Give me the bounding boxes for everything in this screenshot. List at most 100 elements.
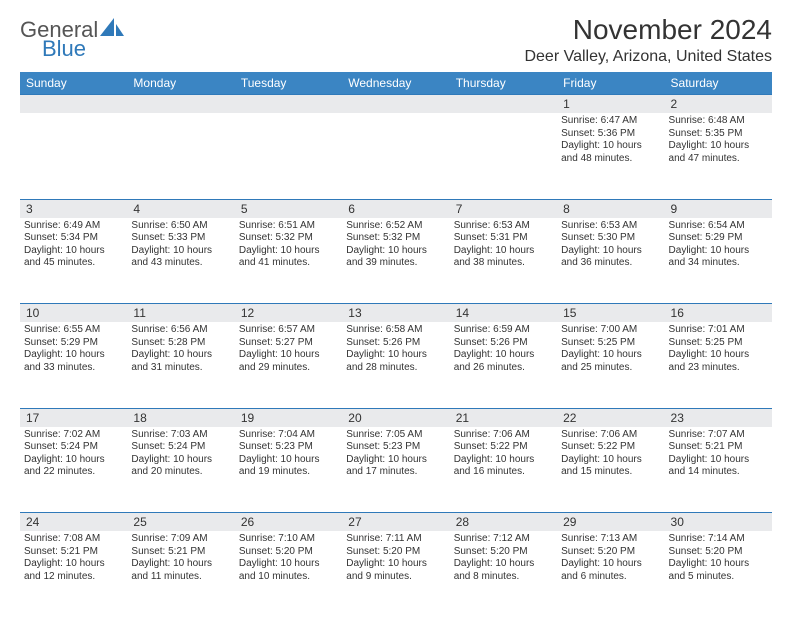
day-cell: Sunrise: 7:08 AMSunset: 5:21 PMDaylight:… xyxy=(20,531,127,617)
day2-text: and 20 minutes. xyxy=(131,466,230,479)
sunrise-text: Sunrise: 6:53 AM xyxy=(561,220,660,233)
day-cell: Sunrise: 7:13 AMSunset: 5:20 PMDaylight:… xyxy=(557,531,664,617)
sunset-text: Sunset: 5:27 PM xyxy=(239,337,338,350)
sunset-text: Sunset: 5:24 PM xyxy=(24,441,123,454)
sunrise-text: Sunrise: 6:54 AM xyxy=(669,220,768,233)
daynum-row: 24252627282930 xyxy=(20,513,772,532)
sunrise-text: Sunrise: 6:55 AM xyxy=(24,324,123,337)
sunrise-text: Sunrise: 7:06 AM xyxy=(561,429,660,442)
day2-text: and 16 minutes. xyxy=(454,466,553,479)
day-cell: Sunrise: 6:55 AMSunset: 5:29 PMDaylight:… xyxy=(20,322,127,408)
day2-text: and 23 minutes. xyxy=(669,362,768,375)
logo-text: General Blue xyxy=(20,18,126,60)
day-cell: Sunrise: 7:07 AMSunset: 5:21 PMDaylight:… xyxy=(665,427,772,513)
day-number xyxy=(235,95,342,114)
day-number: 29 xyxy=(557,513,664,532)
day2-text: and 8 minutes. xyxy=(454,571,553,584)
sunset-text: Sunset: 5:23 PM xyxy=(346,441,445,454)
day-cell: Sunrise: 7:06 AMSunset: 5:22 PMDaylight:… xyxy=(450,427,557,513)
day1-text: Daylight: 10 hours xyxy=(454,245,553,258)
sunset-text: Sunset: 5:30 PM xyxy=(561,232,660,245)
day-number: 15 xyxy=(557,304,664,323)
day2-text: and 41 minutes. xyxy=(239,257,338,270)
day-number: 4 xyxy=(127,199,234,218)
day2-text: and 45 minutes. xyxy=(24,257,123,270)
day2-text: and 43 minutes. xyxy=(131,257,230,270)
sunrise-text: Sunrise: 7:10 AM xyxy=(239,533,338,546)
day-number xyxy=(20,95,127,114)
sunset-text: Sunset: 5:28 PM xyxy=(131,337,230,350)
day1-text: Daylight: 10 hours xyxy=(24,349,123,362)
sunrise-text: Sunrise: 7:09 AM xyxy=(131,533,230,546)
day-cell: Sunrise: 7:09 AMSunset: 5:21 PMDaylight:… xyxy=(127,531,234,617)
day-number: 21 xyxy=(450,408,557,427)
day-number: 17 xyxy=(20,408,127,427)
day-cell: Sunrise: 7:11 AMSunset: 5:20 PMDaylight:… xyxy=(342,531,449,617)
sunrise-text: Sunrise: 7:05 AM xyxy=(346,429,445,442)
day2-text: and 15 minutes. xyxy=(561,466,660,479)
sunset-text: Sunset: 5:32 PM xyxy=(346,232,445,245)
calendar-page: General Blue November 2024 Deer Valley, … xyxy=(0,0,792,631)
title-block: November 2024 Deer Valley, Arizona, Unit… xyxy=(524,14,772,66)
day-cell: Sunrise: 6:49 AMSunset: 5:34 PMDaylight:… xyxy=(20,218,127,304)
sunset-text: Sunset: 5:21 PM xyxy=(131,546,230,559)
day-number: 12 xyxy=(235,304,342,323)
sunrise-text: Sunrise: 6:58 AM xyxy=(346,324,445,337)
day-number: 16 xyxy=(665,304,772,323)
day-number: 30 xyxy=(665,513,772,532)
day-number: 11 xyxy=(127,304,234,323)
day1-text: Daylight: 10 hours xyxy=(561,140,660,153)
day1-text: Daylight: 10 hours xyxy=(131,349,230,362)
day-cell: Sunrise: 6:53 AMSunset: 5:31 PMDaylight:… xyxy=(450,218,557,304)
day2-text: and 29 minutes. xyxy=(239,362,338,375)
day-number: 19 xyxy=(235,408,342,427)
sunrise-text: Sunrise: 6:59 AM xyxy=(454,324,553,337)
day1-text: Daylight: 10 hours xyxy=(346,349,445,362)
weekday-header-row: Sunday Monday Tuesday Wednesday Thursday… xyxy=(20,72,772,95)
day2-text: and 36 minutes. xyxy=(561,257,660,270)
sunset-text: Sunset: 5:25 PM xyxy=(669,337,768,350)
sunset-text: Sunset: 5:32 PM xyxy=(239,232,338,245)
day1-text: Daylight: 10 hours xyxy=(561,558,660,571)
week-row: Sunrise: 6:55 AMSunset: 5:29 PMDaylight:… xyxy=(20,322,772,408)
day1-text: Daylight: 10 hours xyxy=(669,349,768,362)
day-number: 3 xyxy=(20,199,127,218)
day-number: 28 xyxy=(450,513,557,532)
day-number: 27 xyxy=(342,513,449,532)
sunrise-text: Sunrise: 6:57 AM xyxy=(239,324,338,337)
logo: General Blue xyxy=(20,18,126,60)
day1-text: Daylight: 10 hours xyxy=(239,245,338,258)
day-cell: Sunrise: 6:57 AMSunset: 5:27 PMDaylight:… xyxy=(235,322,342,408)
day2-text: and 39 minutes. xyxy=(346,257,445,270)
day1-text: Daylight: 10 hours xyxy=(346,454,445,467)
day-number: 6 xyxy=(342,199,449,218)
day1-text: Daylight: 10 hours xyxy=(239,558,338,571)
sunrise-text: Sunrise: 7:00 AM xyxy=(561,324,660,337)
sunrise-text: Sunrise: 6:52 AM xyxy=(346,220,445,233)
sunset-text: Sunset: 5:20 PM xyxy=(346,546,445,559)
day-number: 26 xyxy=(235,513,342,532)
sunset-text: Sunset: 5:26 PM xyxy=(454,337,553,350)
day2-text: and 28 minutes. xyxy=(346,362,445,375)
sunrise-text: Sunrise: 7:11 AM xyxy=(346,533,445,546)
day-number: 2 xyxy=(665,95,772,114)
day2-text: and 48 minutes. xyxy=(561,153,660,166)
sunrise-text: Sunrise: 6:48 AM xyxy=(669,115,768,128)
weekday-header: Friday xyxy=(557,72,664,95)
day-cell: Sunrise: 7:00 AMSunset: 5:25 PMDaylight:… xyxy=(557,322,664,408)
day1-text: Daylight: 10 hours xyxy=(561,349,660,362)
day1-text: Daylight: 10 hours xyxy=(346,245,445,258)
day1-text: Daylight: 10 hours xyxy=(454,349,553,362)
weekday-header: Thursday xyxy=(450,72,557,95)
sunrise-text: Sunrise: 7:13 AM xyxy=(561,533,660,546)
sunrise-text: Sunrise: 6:49 AM xyxy=(24,220,123,233)
day-number: 14 xyxy=(450,304,557,323)
day-number: 23 xyxy=(665,408,772,427)
weekday-header: Saturday xyxy=(665,72,772,95)
day2-text: and 22 minutes. xyxy=(24,466,123,479)
day-cell: Sunrise: 7:02 AMSunset: 5:24 PMDaylight:… xyxy=(20,427,127,513)
day-cell: Sunrise: 6:47 AMSunset: 5:36 PMDaylight:… xyxy=(557,113,664,199)
day-number: 10 xyxy=(20,304,127,323)
day-cell: Sunrise: 7:03 AMSunset: 5:24 PMDaylight:… xyxy=(127,427,234,513)
day-number: 9 xyxy=(665,199,772,218)
